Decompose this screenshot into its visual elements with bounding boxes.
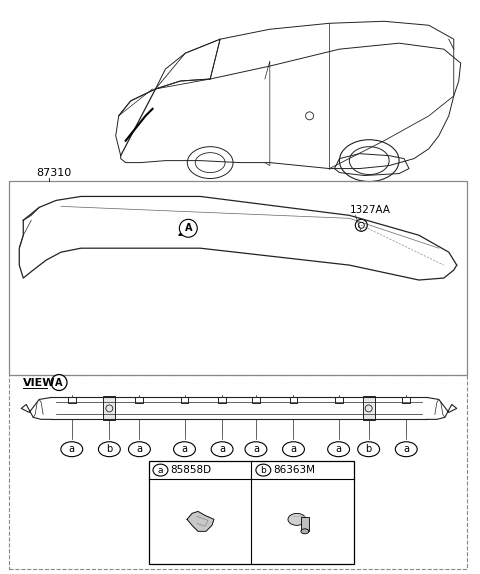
Text: b: b xyxy=(366,444,372,454)
Text: 1327AA: 1327AA xyxy=(349,205,390,215)
Ellipse shape xyxy=(283,442,304,457)
Text: A: A xyxy=(55,378,63,387)
Text: a: a xyxy=(253,444,259,454)
Text: 87310: 87310 xyxy=(36,168,72,177)
Bar xyxy=(103,397,115,420)
Text: a: a xyxy=(136,444,143,454)
Text: 85858D: 85858D xyxy=(170,465,212,475)
Text: a: a xyxy=(219,444,225,454)
Ellipse shape xyxy=(256,464,271,476)
Ellipse shape xyxy=(153,464,168,476)
Ellipse shape xyxy=(358,442,380,457)
Ellipse shape xyxy=(301,529,309,534)
Ellipse shape xyxy=(396,442,417,457)
Text: a: a xyxy=(403,444,409,454)
Bar xyxy=(363,397,374,420)
Circle shape xyxy=(51,375,67,390)
Text: 86363M: 86363M xyxy=(273,465,315,475)
Ellipse shape xyxy=(328,442,349,457)
Ellipse shape xyxy=(245,442,267,457)
Polygon shape xyxy=(187,511,214,532)
Text: VIEW: VIEW xyxy=(23,378,56,387)
Ellipse shape xyxy=(61,442,83,457)
Ellipse shape xyxy=(288,513,306,525)
Bar xyxy=(148,461,354,564)
Text: A: A xyxy=(184,223,192,233)
Circle shape xyxy=(355,219,367,231)
Ellipse shape xyxy=(211,442,233,457)
Text: a: a xyxy=(290,444,297,454)
Ellipse shape xyxy=(174,442,195,457)
Text: b: b xyxy=(261,466,266,475)
Bar xyxy=(9,180,467,375)
Text: b: b xyxy=(106,444,112,454)
Bar xyxy=(9,375,467,569)
Text: a: a xyxy=(181,444,188,454)
Ellipse shape xyxy=(98,442,120,457)
Circle shape xyxy=(180,219,197,237)
Bar xyxy=(301,517,309,532)
Text: a: a xyxy=(336,444,342,454)
Text: a: a xyxy=(158,466,163,475)
Text: a: a xyxy=(69,444,75,454)
Ellipse shape xyxy=(129,442,150,457)
